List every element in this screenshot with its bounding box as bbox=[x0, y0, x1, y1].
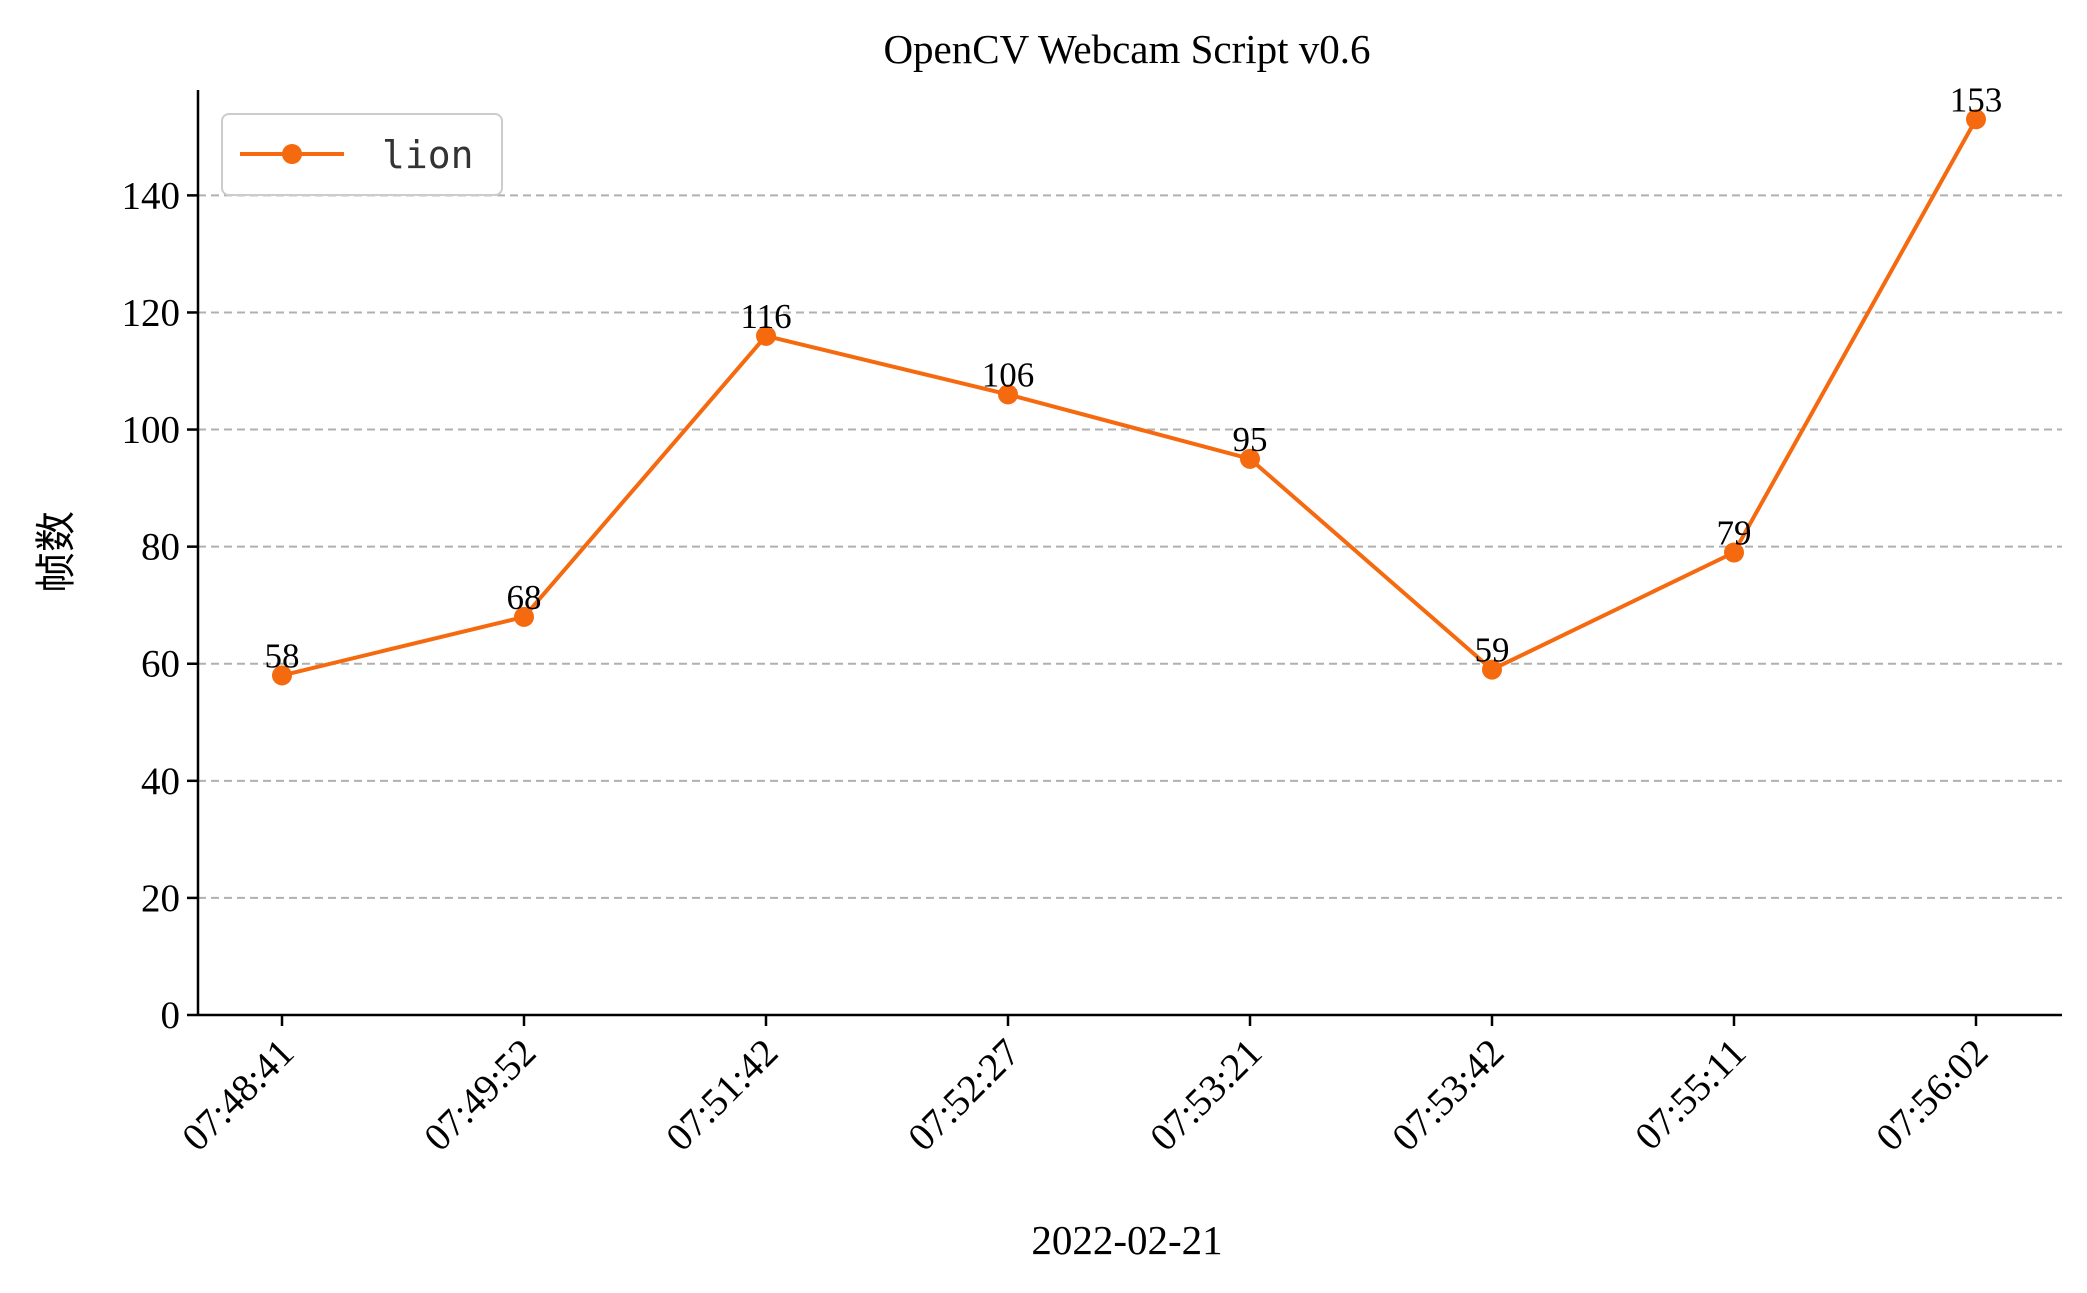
x-tick-label: 07:53:42 bbox=[1384, 1031, 1512, 1159]
x-tick-label: 07:51:42 bbox=[658, 1031, 786, 1159]
x-axis-label: 2022-02-21 bbox=[1031, 1217, 1222, 1263]
series-layer bbox=[272, 109, 1986, 686]
data-label: 106 bbox=[982, 355, 1035, 394]
y-tick-label: 140 bbox=[122, 174, 181, 217]
y-tick-label: 120 bbox=[122, 291, 181, 334]
data-label: 95 bbox=[1233, 420, 1268, 459]
data-label: 116 bbox=[740, 297, 791, 336]
y-ticks: 0 20 40 60 80 100 120 140 bbox=[122, 174, 198, 1037]
data-point bbox=[1724, 542, 1744, 563]
data-point bbox=[514, 606, 534, 627]
data-label: 153 bbox=[1950, 80, 2003, 119]
legend-box bbox=[221, 113, 503, 196]
data-point bbox=[272, 665, 292, 686]
x-tick-label: 07:53:21 bbox=[1142, 1031, 1270, 1159]
chart-title: OpenCV Webcam Script v0.6 bbox=[883, 26, 1370, 72]
y-tick-label: 60 bbox=[141, 643, 180, 686]
data-point bbox=[1966, 109, 1986, 130]
series-line-lion bbox=[281, 118, 1978, 678]
x-tick-label: 07:56:02 bbox=[1868, 1031, 1996, 1159]
data-labels: 58 68 116 106 95 59 79 153 bbox=[265, 80, 2003, 675]
y-tick-label: 40 bbox=[141, 760, 180, 803]
data-point bbox=[1240, 448, 1260, 469]
x-tick-label: 07:49:52 bbox=[416, 1031, 544, 1159]
legend-entry-label: lion bbox=[382, 133, 474, 177]
data-label: 68 bbox=[507, 578, 542, 617]
x-ticks: 07:48:41 07:49:52 07:51:42 07:52:27 07:53:21… bbox=[174, 1015, 1996, 1159]
y-tick-label: 0 bbox=[161, 994, 181, 1037]
data-point bbox=[756, 325, 776, 346]
data-point bbox=[1482, 659, 1502, 680]
data-label: 59 bbox=[1475, 631, 1510, 670]
grid-lines bbox=[198, 194, 2062, 899]
x-tick-label: 07:52:27 bbox=[900, 1031, 1028, 1159]
x-tick-label: 07:55:11 bbox=[1627, 1031, 1754, 1158]
data-label: 58 bbox=[265, 636, 300, 675]
y-axis-label: 帧数 bbox=[33, 511, 79, 593]
y-tick-label: 20 bbox=[141, 877, 180, 920]
data-label: 79 bbox=[1717, 514, 1752, 553]
y-tick-label: 100 bbox=[122, 409, 181, 452]
legend: lion bbox=[221, 113, 503, 196]
axes bbox=[196, 90, 2062, 1017]
data-point bbox=[998, 384, 1018, 405]
y-tick-label: 80 bbox=[141, 526, 180, 569]
legend-marker-swatch bbox=[282, 144, 302, 164]
x-tick-label: 07:48:41 bbox=[174, 1031, 302, 1159]
